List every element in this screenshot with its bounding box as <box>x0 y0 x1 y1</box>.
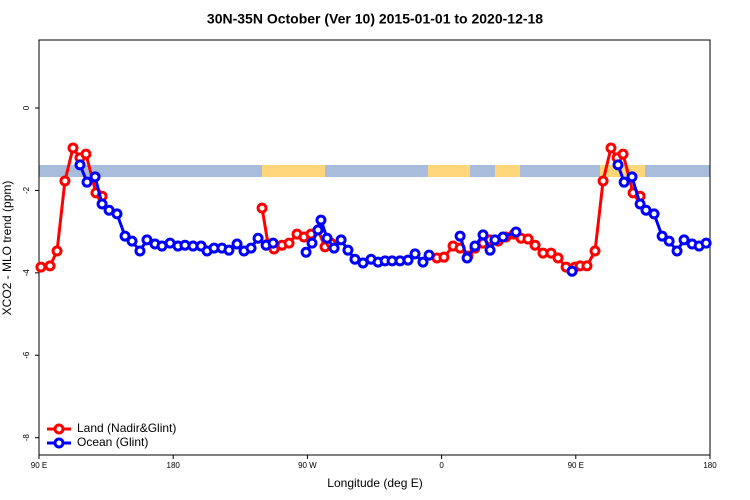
data-point <box>581 260 593 272</box>
y-tick-label: -2 <box>22 186 31 194</box>
data-point <box>671 245 683 257</box>
data-point <box>618 176 630 188</box>
legend-label: Land (Nadir&Glint) <box>77 421 176 435</box>
plot-frame <box>38 39 711 456</box>
data-point <box>497 231 509 243</box>
data-point <box>678 234 690 246</box>
data-point <box>423 249 435 261</box>
data-point <box>438 251 450 263</box>
data-point <box>328 242 340 254</box>
data-point <box>663 235 675 247</box>
y-tick-label: -6 <box>22 351 31 359</box>
x-axis-label: Longitude (deg E) <box>327 476 422 490</box>
data-point <box>312 224 324 236</box>
legend-swatch-point <box>53 423 65 435</box>
data-point <box>134 245 146 257</box>
data-point <box>306 237 318 249</box>
data-point <box>589 245 601 257</box>
data-point <box>51 245 63 257</box>
data-point <box>342 244 354 256</box>
x-tick-label: 180 <box>167 461 181 470</box>
legend-swatch-point <box>53 437 65 449</box>
y-tick-label: -8 <box>22 434 31 442</box>
data-point <box>617 148 629 160</box>
x-tick-label: 90 E <box>31 461 47 470</box>
data-point <box>81 176 93 188</box>
data-point <box>80 148 92 160</box>
data-point <box>402 254 414 266</box>
data-point <box>634 198 646 210</box>
data-point <box>245 242 257 254</box>
data-point <box>252 232 264 244</box>
data-point <box>597 175 609 187</box>
data-point <box>141 234 153 246</box>
data-point <box>335 234 347 246</box>
x-tick-label: 0 <box>439 461 444 470</box>
data-point <box>656 230 668 242</box>
data-point <box>522 233 534 245</box>
data-point <box>417 256 429 268</box>
data-point <box>566 265 578 277</box>
data-point <box>648 208 660 220</box>
data-point <box>545 247 557 259</box>
y-tick-label: 0 <box>22 105 31 110</box>
data-point <box>35 261 47 273</box>
data-point <box>223 244 235 256</box>
land-ocean-strip <box>39 165 710 177</box>
data-point <box>283 237 295 249</box>
legend: Land (Nadir&Glint)Ocean (Glint) <box>47 421 176 449</box>
data-point <box>315 214 327 226</box>
data-point <box>96 198 108 210</box>
y-axis-label: XCO2 - MLO trend (ppm) <box>0 181 14 316</box>
data-point <box>605 142 617 154</box>
data-point <box>119 230 131 242</box>
data-point <box>89 171 101 183</box>
land-band <box>428 165 470 177</box>
data-point <box>126 235 138 247</box>
data-point <box>44 260 56 272</box>
data-point <box>67 142 79 154</box>
data-point <box>74 159 86 171</box>
land-band <box>495 165 520 177</box>
data-point <box>612 159 624 171</box>
x-tick-label: 180 <box>703 461 717 470</box>
x-tick-label: 90 E <box>568 461 584 470</box>
chart-title: 30N-35N October (Ver 10) 2015-01-01 to 2… <box>207 11 543 27</box>
land-band <box>262 165 325 177</box>
data-point <box>409 248 421 260</box>
data-point <box>626 171 638 183</box>
data-point <box>529 239 541 251</box>
data-point <box>461 252 473 264</box>
x-tick-label: 90 W <box>298 461 317 470</box>
data-point <box>321 232 333 244</box>
y-tick-label: -4 <box>22 269 31 277</box>
data-point <box>510 226 522 238</box>
data-point <box>267 237 279 249</box>
ocean-band <box>39 165 710 177</box>
data-point <box>700 237 712 249</box>
data-point <box>59 175 71 187</box>
data-point <box>231 238 243 250</box>
data-point <box>256 202 268 214</box>
data-point <box>300 246 312 258</box>
data-point <box>454 230 466 242</box>
data-point <box>477 229 489 241</box>
data-point <box>111 208 123 220</box>
legend-label: Ocean (Glint) <box>77 435 148 449</box>
data-point <box>552 252 564 264</box>
data-point <box>469 240 481 252</box>
data-point <box>484 244 496 256</box>
